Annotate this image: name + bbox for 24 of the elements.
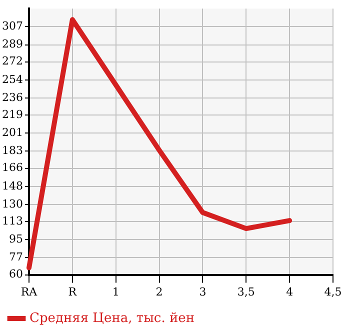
x-tick-label: 4,5 <box>324 285 342 298</box>
x-tick-label: R <box>68 285 78 298</box>
y-tick-label: 307 <box>2 20 23 33</box>
y-tick-label: 219 <box>2 108 23 121</box>
y-tick-label: 60 <box>8 268 23 281</box>
y-tick-label: 183 <box>2 144 23 158</box>
x-tick-label: 4 <box>286 285 294 298</box>
y-tick-label: 236 <box>2 90 23 104</box>
x-tick-label: 3 <box>199 285 206 298</box>
x-tick-label: 1 <box>112 285 120 298</box>
y-tick-label: 95 <box>8 232 23 246</box>
y-tick-label: 254 <box>2 72 23 86</box>
y-tick-label: 113 <box>2 214 23 228</box>
x-tick-label: RA <box>20 285 38 298</box>
y-tick-label: 77 <box>8 250 23 264</box>
y-tick-label: 130 <box>2 197 23 210</box>
x-tick-label: 2 <box>156 285 163 298</box>
y-tick-label: 201 <box>2 126 23 140</box>
y-tick-label: 289 <box>2 38 23 51</box>
y-tick-label: 148 <box>2 179 23 192</box>
y-tick-label: 272 <box>2 54 23 68</box>
x-tick-label: 3,5 <box>237 285 255 298</box>
y-tick-label: 166 <box>2 161 23 174</box>
legend-label: Средняя Цена, тыс. йен <box>30 310 194 326</box>
